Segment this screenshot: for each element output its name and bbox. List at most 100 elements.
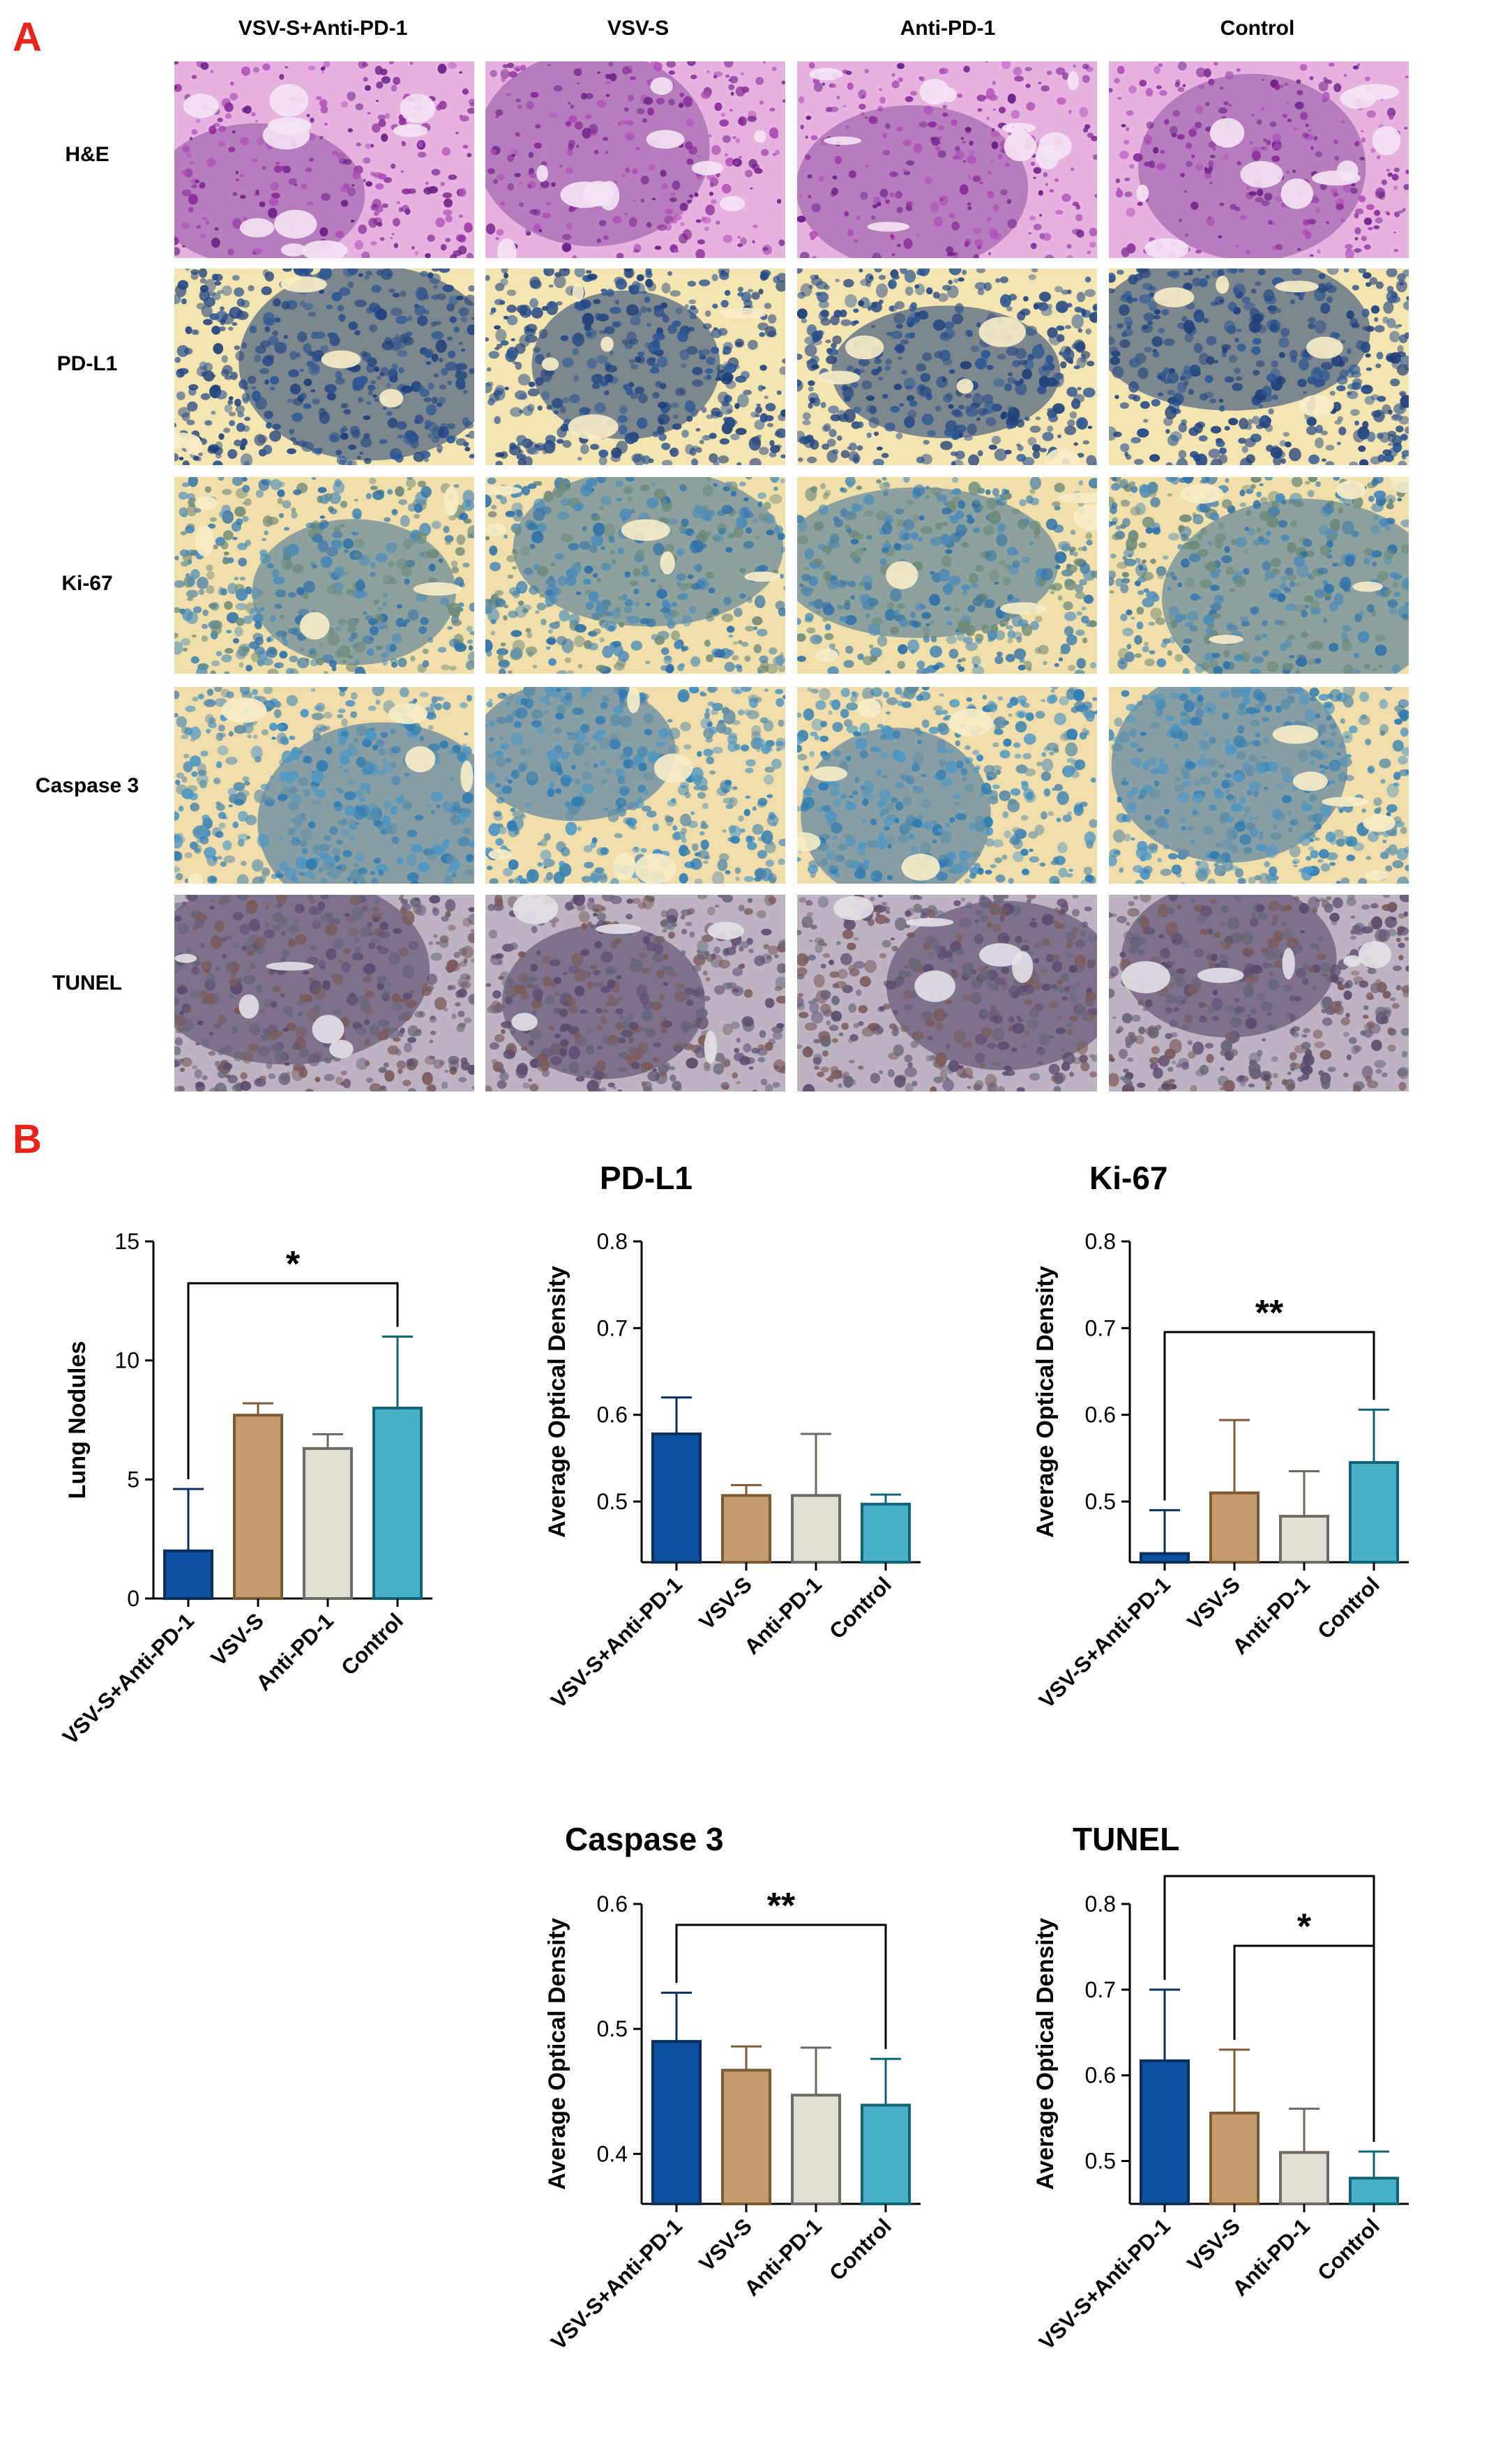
column-header-vsv-s: VSV-S [607, 17, 670, 40]
histology-tile [797, 895, 1097, 1091]
y-axis-label: Average Optical Density [1032, 1266, 1059, 1538]
chart-lung-nodules: 0 5 10 15 Lung Nodules VSV-S+Anti-PD-1 VSV-SAn… [58, 1229, 432, 1749]
x-tick-label: Anti-PD-1 [739, 1572, 826, 1659]
significance-bracket [1163, 1875, 1375, 2142]
y-axis-label: Average Optical Density [544, 1266, 570, 1538]
significance-label: * [286, 1244, 301, 1285]
y-tick-label: 0.5 [597, 1489, 628, 1514]
x-tick-label: Control [824, 2214, 896, 2285]
y-tick-label: 10 [114, 1348, 139, 1373]
bar [372, 1406, 423, 1600]
chart-caspase-3: 0.4 0.5 0.6 Average Optical Density VSV-S+An… [544, 1886, 921, 2355]
histology-tile [1109, 269, 1409, 465]
histology-tile [485, 687, 785, 884]
y-axis-label: Average Optical Density [1032, 1918, 1059, 2190]
significance-label: * [1297, 1907, 1312, 1947]
y-tick-label: 0.6 [1085, 2063, 1116, 2088]
chart-tunel: 0.5 0.6 0.7 0.8 Average Optical Density VSV-S… [1032, 1862, 1409, 2355]
panel-label-b: B [13, 1117, 42, 1162]
histology-tile [797, 477, 1097, 674]
x-tick-label: Control [824, 1572, 896, 1644]
bar [861, 2103, 911, 2206]
row-header-caspase-3: Caspase 3 [35, 774, 139, 797]
x-tick-label: VSV-S [1183, 2214, 1245, 2276]
y-tick-label: 0.6 [597, 1891, 628, 1917]
y-tick-label: 0.8 [1085, 1891, 1116, 1917]
x-tick-label: Anti-PD-1 [1227, 2214, 1315, 2301]
x-tick-label: Anti-PD-1 [1227, 1572, 1315, 1659]
column-header-anti-pd-1: Anti-PD-1 [900, 17, 996, 40]
histology-tile [1109, 687, 1409, 884]
y-tick-label: 0 [127, 1586, 139, 1611]
x-tick-label: VSV-S [695, 2214, 757, 2276]
bar [1140, 2059, 1190, 2206]
row-header-he: H&E [65, 143, 109, 166]
chart-title-pd-l1: PD-L1 [600, 1160, 693, 1196]
histology-tile [797, 61, 1097, 258]
histology-tile [485, 61, 785, 258]
histology-tile [1109, 477, 1409, 674]
bar [651, 2040, 702, 2206]
x-tick-label: Control [336, 1608, 408, 1680]
y-tick-label: 0.4 [597, 2141, 628, 2166]
y-tick-label: 0.5 [1085, 2149, 1116, 2174]
bar [303, 1446, 353, 1600]
chart-title-tunel: TUNEL [1073, 1821, 1180, 1857]
histology-tile [174, 477, 474, 674]
histology-tile [174, 61, 474, 258]
y-tick-label: 5 [127, 1467, 139, 1492]
histology-tile [485, 895, 785, 1091]
y-axis-label: Lung Nodules [64, 1341, 91, 1499]
x-tick-label: VSV-S [695, 1572, 757, 1634]
y-tick-label: 0.5 [1085, 1489, 1116, 1514]
histology-tile [174, 269, 474, 465]
column-header-control: Control [1220, 17, 1295, 40]
row-header-ki-67: Ki-67 [61, 572, 113, 595]
bar [1349, 2177, 1399, 2205]
bar [651, 1433, 702, 1564]
x-tick-label: VSV-S+Anti-PD-1 [1034, 1572, 1175, 1713]
y-tick-label: 0.8 [597, 1229, 628, 1254]
x-tick-label: VSV-S [1183, 1572, 1245, 1634]
x-tick-label: Anti-PD-1 [251, 1608, 338, 1695]
bar [1279, 2151, 1329, 2205]
y-axis-label: Average Optical Density [544, 1918, 570, 2190]
histology-tile [797, 687, 1097, 884]
bar [1279, 1515, 1329, 1564]
bar [721, 2069, 771, 2205]
histology-tile [797, 269, 1097, 465]
bar [1209, 1491, 1260, 1564]
row-header-pd-l1: PD-L1 [56, 352, 118, 375]
significance-bracket [1233, 1944, 1375, 2142]
bar [163, 1549, 213, 1601]
x-tick-label: VSV-S+Anti-PD-1 [546, 1572, 687, 1713]
y-tick-label: 15 [114, 1229, 139, 1254]
bar [721, 1494, 771, 1564]
y-tick-label: 0.7 [597, 1315, 628, 1340]
significance-label: ** [1255, 1293, 1284, 1333]
y-tick-label: 0.5 [597, 2016, 628, 2041]
histology-tile [485, 269, 785, 465]
x-tick-label: Control [1313, 1572, 1384, 1644]
y-tick-label: 0.7 [1085, 1315, 1116, 1340]
chart-ki-67: 0.5 0.6 0.7 0.8 Average Optical Density VSV-S… [1032, 1229, 1409, 1713]
y-tick-label: 0.6 [1085, 1403, 1116, 1428]
bar [791, 2094, 841, 2205]
x-tick-label: Anti-PD-1 [739, 2214, 826, 2301]
histology-tile [1109, 61, 1409, 258]
significance-bracket [1163, 1331, 1375, 1501]
histology-tile [174, 687, 474, 884]
row-header-tunel: TUNEL [52, 972, 122, 995]
bar [1349, 1461, 1399, 1564]
y-tick-label: 0.6 [597, 1403, 628, 1428]
x-tick-label: Control [1313, 2214, 1384, 2285]
histology-tile [485, 477, 785, 674]
significance-label: ** [767, 1886, 796, 1926]
histology-tile [174, 895, 474, 1091]
bar [1209, 2111, 1260, 2205]
x-tick-label: VSV-S+Anti-PD-1 [58, 1608, 199, 1749]
x-tick-label: VSV-S+Anti-PD-1 [546, 2214, 687, 2355]
panel-label-a: A [13, 15, 42, 60]
histology-tile [1109, 895, 1409, 1091]
chart-title-caspase-3: Caspase 3 [565, 1821, 724, 1857]
